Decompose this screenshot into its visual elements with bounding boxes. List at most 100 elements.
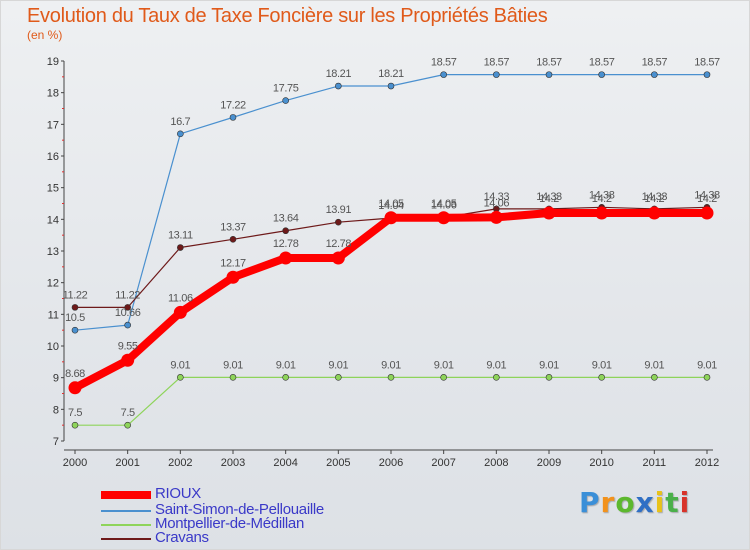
data-label-cravans: 14.33	[536, 191, 562, 203]
data-point-montpellier-de-m-dillan	[229, 374, 237, 381]
legend-label-rioux: RIOUX	[155, 485, 202, 502]
y-tick-label: 12	[47, 278, 59, 290]
data-labels: 10.5 10.66 16.7 17.22 17.75 18.21 18.21 18.57 18…	[63, 57, 721, 420]
data-point-cravans	[229, 235, 237, 243]
data-label-montpellier-de-m-dillan: 9.01	[170, 359, 190, 371]
y-tick-label: 14	[47, 214, 59, 226]
data-point-saint-simon-de-pellouaille	[282, 97, 289, 104]
x-tick-label: 2012	[695, 457, 719, 469]
data-label-montpellier-de-m-dillan: 9.01	[539, 359, 559, 371]
data-point-saint-simon-de-pellouaille	[335, 82, 342, 90]
data-label-cravans: 13.11	[168, 230, 193, 242]
data-point-saint-simon-de-pellouaille	[229, 114, 237, 121]
data-label-rioux: 8.68	[65, 368, 85, 380]
data-point-saint-simon-de-pellouaille	[651, 71, 658, 78]
data-label-cravans: 13.64	[273, 213, 299, 225]
x-tick-label: 2001	[115, 457, 139, 469]
data-label-saint-simon-de-pellouaille: 10.5	[65, 312, 85, 324]
x-tick-label: 2011	[643, 457, 667, 469]
data-point-montpellier-de-m-dillan	[651, 374, 658, 381]
data-label-rioux: 9.55	[118, 340, 138, 352]
legend-swatch-montpellier	[101, 524, 151, 526]
data-label-saint-simon-de-pellouaille: 17.22	[220, 99, 246, 111]
data-point-saint-simon-de-pellouaille	[387, 82, 395, 90]
logo-letter: i	[654, 486, 666, 519]
y-tick-label: 17	[47, 119, 59, 131]
logo-letter: i	[679, 486, 691, 519]
data-point-saint-simon-de-pellouaille	[545, 71, 553, 78]
data-point-montpellier-de-m-dillan	[282, 374, 289, 381]
legend-swatch-rioux	[101, 491, 151, 499]
data-label-montpellier-de-m-dillan: 9.01	[381, 359, 401, 371]
data-label-saint-simon-de-pellouaille: 16.7	[170, 116, 190, 128]
logo-letter: t	[665, 486, 680, 519]
y-tick-label: 13	[47, 246, 59, 258]
proxiti-logo: Proxiti	[579, 486, 690, 519]
y-tick-label: 16	[47, 151, 59, 163]
logo-letter: o	[615, 486, 636, 519]
data-label-cravans: 14.33	[484, 191, 510, 203]
data-point-montpellier-de-m-dillan	[545, 374, 553, 381]
x-tick-label: 2003	[221, 457, 245, 469]
x-tick-label: 2002	[168, 457, 192, 469]
chart-unit: (en %)	[27, 28, 63, 42]
data-label-cravans: 11.22	[63, 289, 88, 301]
chart-title: Evolution du Taux de Taxe Foncière sur l…	[27, 5, 548, 27]
x-tick-label: 2007	[431, 457, 455, 469]
data-point-rioux	[226, 270, 240, 284]
logo-letter: x	[635, 486, 655, 519]
data-label-saint-simon-de-pellouaille: 18.57	[431, 57, 457, 69]
data-point-montpellier-de-m-dillan	[703, 374, 711, 381]
series-lines	[68, 71, 714, 429]
data-label-montpellier-de-m-dillan: 9.01	[697, 359, 717, 371]
legend-swatch-cravans	[101, 538, 151, 540]
data-label-rioux: 12.17	[220, 257, 246, 269]
data-point-rioux	[542, 206, 556, 220]
data-label-saint-simon-de-pellouaille: 17.75	[273, 83, 299, 95]
data-label-montpellier-de-m-dillan: 9.01	[328, 359, 348, 371]
data-label-rioux: 14.2	[644, 193, 664, 205]
data-label-rioux: 12.78	[273, 238, 299, 250]
data-point-rioux	[331, 251, 345, 265]
data-point-rioux	[595, 206, 609, 220]
data-label-saint-simon-de-pellouaille: 18.21	[326, 68, 352, 80]
data-point-saint-simon-de-pellouaille	[598, 71, 605, 78]
series-line-montpellier-de-m-dillan	[75, 376, 707, 426]
x-tick-label: 2004	[273, 457, 297, 469]
data-label-montpellier-de-m-dillan: 9.01	[486, 359, 506, 371]
data-point-rioux	[437, 211, 451, 225]
data-point-saint-simon-de-pellouaille	[124, 321, 131, 329]
data-point-montpellier-de-m-dillan	[387, 374, 395, 381]
data-point-rioux	[68, 381, 82, 395]
data-point-rioux	[700, 206, 714, 220]
y-tick-label: 11	[48, 309, 59, 321]
data-point-rioux	[279, 251, 293, 265]
y-tick-label: 7	[53, 436, 59, 448]
data-label-rioux: 14.2	[539, 193, 559, 205]
data-point-rioux	[173, 305, 187, 319]
data-point-montpellier-de-m-dillan	[493, 374, 500, 381]
data-point-cravans	[282, 227, 289, 235]
data-point-montpellier-de-m-dillan	[124, 421, 131, 429]
data-point-cravans	[335, 218, 342, 226]
data-point-montpellier-de-m-dillan	[440, 374, 447, 381]
data-point-saint-simon-de-pellouaille	[440, 71, 447, 78]
data-point-cravans	[71, 304, 79, 311]
data-point-rioux	[647, 206, 661, 220]
x-tick-label: 2000	[63, 457, 87, 469]
data-label-cravans: 14.06	[431, 199, 457, 211]
data-label-montpellier-de-m-dillan: 9.01	[223, 359, 243, 371]
data-label-rioux: 14.05	[431, 198, 457, 210]
x-tick-label: 2006	[379, 457, 403, 469]
y-tick-label: 19	[47, 56, 59, 68]
x-tick-label: 2005	[326, 457, 350, 469]
data-label-cravans: 11.22	[115, 289, 140, 301]
data-label-cravans: 14.38	[589, 189, 615, 201]
data-label-cravans: 14.33	[642, 191, 668, 203]
data-label-saint-simon-de-pellouaille: 18.57	[589, 57, 615, 69]
y-tick-label: 9	[53, 373, 59, 385]
data-label-saint-simon-de-pellouaille: 18.57	[484, 57, 510, 69]
data-point-rioux	[489, 210, 503, 224]
